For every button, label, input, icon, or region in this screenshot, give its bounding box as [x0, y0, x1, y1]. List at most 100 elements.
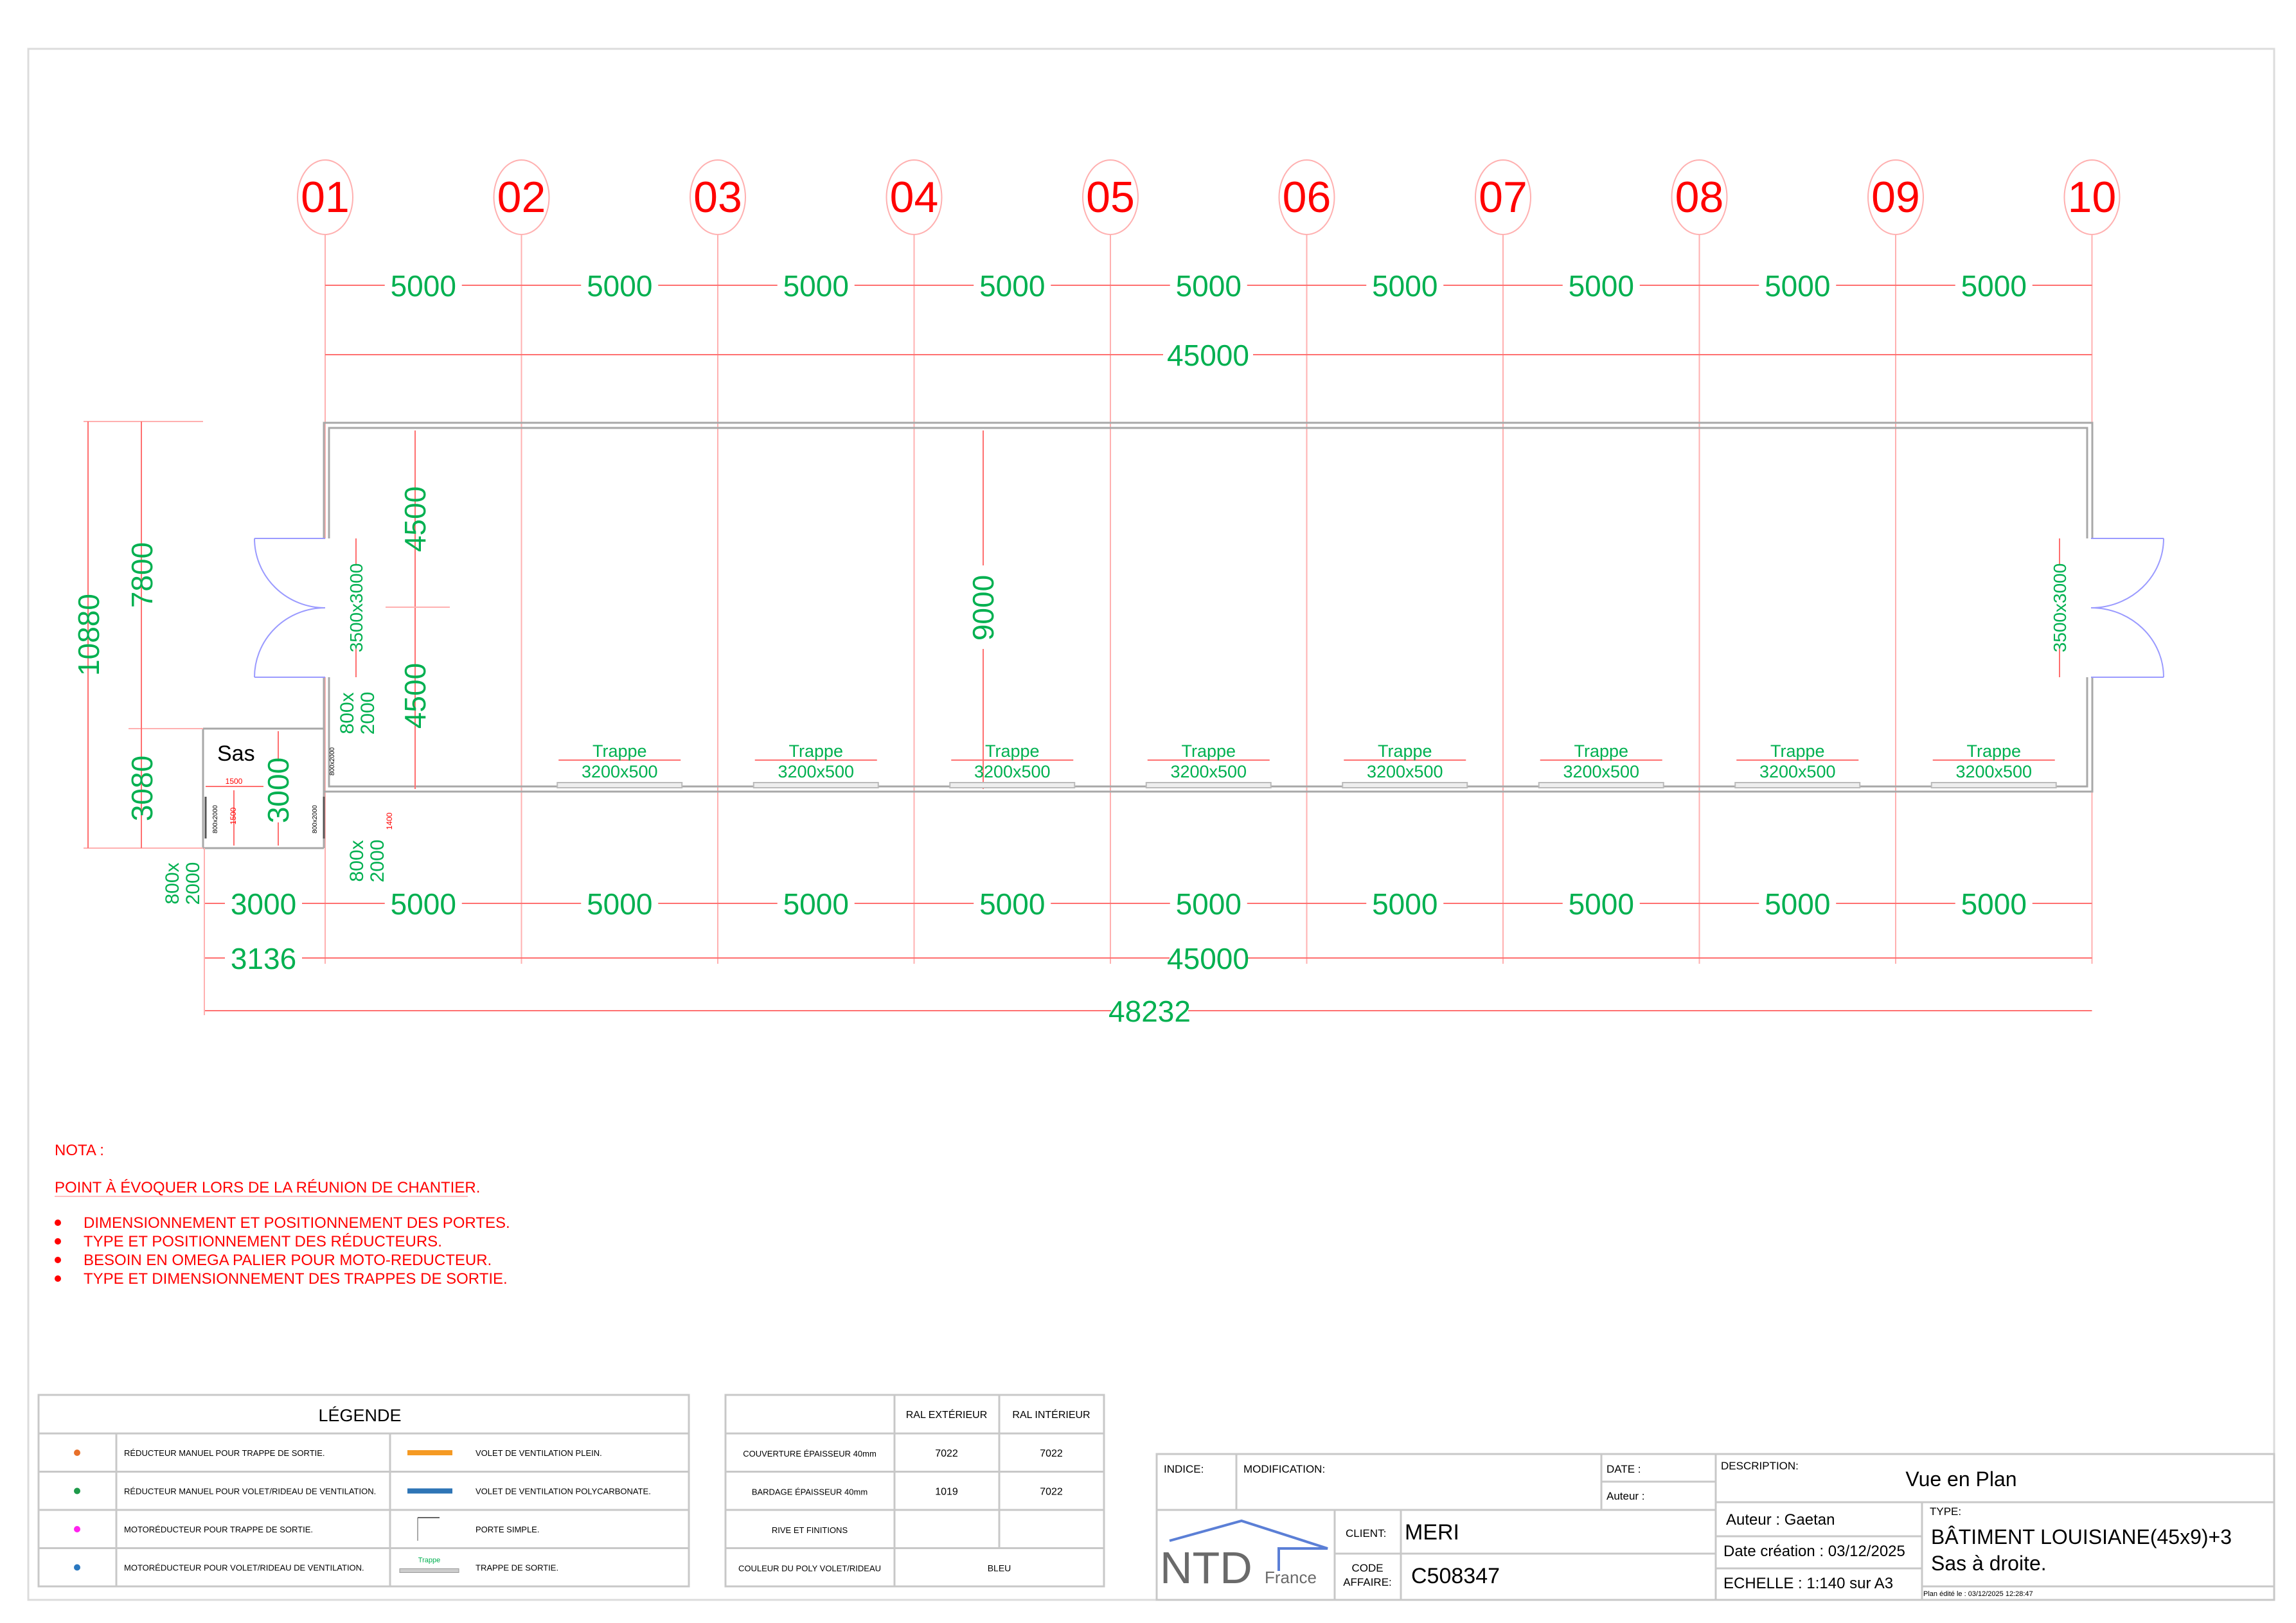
axis-bubble	[2063, 159, 2121, 235]
axis-label: 07	[1479, 173, 1527, 222]
sas-room: Sas 3000 1500 1500 1400 800x2000 800x200…	[162, 731, 394, 905]
left-double-door	[254, 538, 333, 678]
axis-bubble	[1867, 159, 1924, 235]
bay-dimension: 5000	[1176, 269, 1241, 303]
sas-offset-small: 1400	[385, 812, 394, 829]
axis-bubble	[1671, 159, 1728, 235]
total-length-dimension: 45000	[1167, 942, 1249, 975]
legend-left-text: MOTORÉDUCTEUR POUR VOLET/RIDEAU DE VENTI…	[124, 1563, 364, 1573]
axis-label: 05	[1086, 173, 1135, 222]
notes-subtitle: POINT À ÉVOQUER LORS DE LA RÉUNION DE CH…	[55, 1179, 480, 1196]
ntd-logo: NTD France	[1160, 1519, 1328, 1593]
door-tag: 800x2000	[329, 747, 336, 776]
dim-sas-height: 3080	[125, 756, 159, 821]
left-door-size: 3500x3000	[346, 563, 366, 653]
code-affaire: C508347	[1411, 1564, 1500, 1588]
axis-bubble	[493, 159, 550, 235]
ral-header: RAL EXTÉRIEUR	[906, 1408, 988, 1421]
ral-interior-value: 7022	[1040, 1487, 1063, 1498]
bay-dimension: 5000	[1372, 887, 1437, 921]
svg-text:France: France	[1265, 1568, 1317, 1587]
modification-label: MODIFICATION:	[1243, 1463, 1325, 1475]
bay-dimension: 5000	[1961, 269, 2027, 303]
legend-dot-icon	[74, 1526, 80, 1532]
top-dimensions: 5000 5000 5000 5000 5000 5000 5000 5000 5000 4500…	[325, 269, 2092, 372]
creation-date: Date création : 03/12/2025	[1723, 1543, 1905, 1560]
trappe-label: Trappe	[788, 741, 843, 761]
axis-bubble	[1278, 159, 1335, 235]
trappe-symbol	[1538, 782, 1664, 788]
sas-height-small: 1500	[229, 807, 238, 824]
trappe-label: Trappe	[1966, 741, 2021, 761]
trappe-icon-label: Trappe	[418, 1557, 440, 1565]
trappe-size: 3200x500	[582, 762, 658, 781]
overall-length-dimension: 48232	[1108, 995, 1191, 1028]
note-item: TYPE ET DIMENSIONNEMENT DES TRAPPES DE S…	[84, 1270, 508, 1288]
trappe-symbol	[1734, 782, 1861, 788]
trappe-symbol	[752, 782, 879, 788]
bullet-icon	[55, 1257, 61, 1263]
ral-exterior-value: 7022	[935, 1448, 958, 1459]
note-item: DIMENSIONNEMENT ET POSITIONNEMENT DES PO…	[84, 1214, 510, 1232]
bay-dimension: 5000	[783, 887, 849, 921]
scale: ECHELLE : 1:140 sur A3	[1723, 1575, 1893, 1592]
axis-label: 09	[1871, 173, 1920, 222]
bay-dimension: 5000	[1176, 887, 1241, 921]
trappe-symbol	[1342, 782, 1468, 788]
trappe-size: 3200x500	[1170, 762, 1247, 781]
bullet-icon	[55, 1275, 61, 1282]
axis-label: 10	[2068, 173, 2117, 222]
bay-dimension: 5000	[1569, 269, 1634, 303]
trappe-size: 3200x500	[1563, 762, 1639, 781]
axis-label: 02	[497, 173, 546, 222]
bay-dimension: 5000	[1765, 269, 1830, 303]
axis-label: 06	[1283, 173, 1331, 222]
door-tag: 800x2000	[312, 805, 319, 833]
axis-label: 01	[301, 173, 350, 222]
sas-bottom-left-door-size: 800x2000	[162, 862, 204, 905]
trappe-label: Trappe	[1574, 741, 1628, 761]
legend-table: LÉGENDE RÉDUCTEUR MANUEL POUR TRAPPE DE …	[37, 1394, 690, 1588]
dim-total-height: 10880	[72, 594, 105, 676]
trappe-size: 3200x500	[1759, 762, 1836, 781]
left-dimensions: 10880 7800 3080	[72, 421, 203, 849]
trappe-symbol	[556, 782, 683, 788]
left-small-door-size: 800x2000	[337, 692, 378, 735]
sas-width-small: 1500	[226, 777, 243, 786]
grid-axes: 01 02 03 04 05 06 07 08 09 10	[297, 159, 2121, 964]
bottom-dimensions: 3000 5000 5000 5000 5000 5000 5000 5000 5000 5000…	[204, 848, 2092, 1028]
client-label: CLIENT:	[1346, 1527, 1386, 1539]
right-door-size: 3500x3000	[2050, 563, 2070, 653]
trappe-label: Trappe	[592, 741, 647, 761]
right-double-door	[2083, 538, 2164, 678]
trappe-label: Trappe	[985, 741, 1040, 761]
svg-text:NTD: NTD	[1160, 1543, 1252, 1593]
axis-bubble	[1082, 159, 1139, 235]
blue-vent-icon	[407, 1488, 452, 1494]
axis-label: 08	[1675, 173, 1724, 222]
legend-dot-icon	[74, 1450, 80, 1456]
trappe-size: 3200x500	[974, 762, 1051, 781]
axis-bubble	[297, 159, 353, 235]
legend-right-text: VOLET DE VENTILATION POLYCARBONATE.	[476, 1487, 651, 1496]
legend-left-text: RÉDUCTEUR MANUEL POUR TRAPPE DE SORTIE.	[124, 1448, 325, 1458]
sas-width-dimension: 3000	[231, 887, 296, 921]
ral-merged-value: BLEU	[988, 1563, 1011, 1574]
legend-left-text: RÉDUCTEUR MANUEL POUR VOLET/RIDEAU DE VE…	[124, 1487, 376, 1496]
legend-left-text: MOTORÉDUCTEUR POUR TRAPPE DE SORTIE.	[124, 1525, 313, 1534]
legend-right-text: VOLET DE VENTILATION PLEIN.	[476, 1448, 602, 1458]
axis-bubble	[1475, 159, 1531, 235]
color-table: RAL EXTÉRIEUR RAL INTÉRIEUR COUVERTURE ÉPA…	[724, 1394, 1105, 1588]
note-item: TYPE ET POSITIONNEMENT DES RÉDUCTEURS.	[84, 1233, 442, 1250]
notes: NOTA : POINT À ÉVOQUER LORS DE LA RÉUNIO…	[55, 1142, 510, 1288]
axis-label: 03	[693, 173, 742, 222]
door-tag: 800x2000	[212, 805, 219, 833]
sas-label: Sas	[217, 741, 255, 766]
ral-header: RAL INTÉRIEUR	[1012, 1408, 1090, 1421]
bay-dimension: 5000	[1372, 269, 1437, 303]
bay-dimension: 5000	[587, 887, 652, 921]
ral-interior-value: 7022	[1040, 1448, 1063, 1459]
bay-dimension: 5000	[1569, 887, 1634, 921]
bay-dimension: 5000	[783, 269, 849, 303]
bay-dimension: 5000	[1765, 887, 1830, 921]
